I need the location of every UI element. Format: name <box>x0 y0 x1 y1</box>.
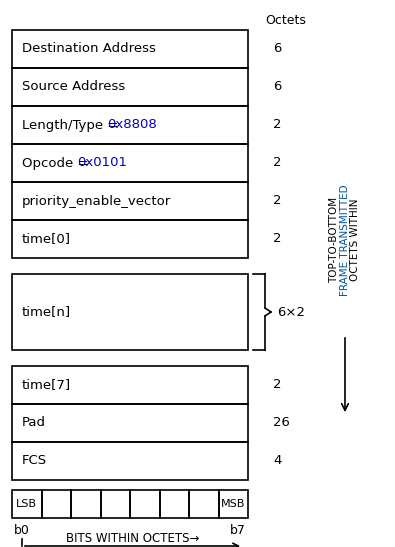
Text: time[7]: time[7] <box>22 379 71 392</box>
Text: LSB: LSB <box>16 499 37 509</box>
Bar <box>160 490 189 518</box>
Text: FRAME TRANSMITTED: FRAME TRANSMITTED <box>339 184 350 296</box>
Text: b7: b7 <box>230 524 246 537</box>
Text: 6: 6 <box>273 80 281 94</box>
Text: 2: 2 <box>273 156 282 170</box>
Bar <box>12 274 248 350</box>
Bar <box>12 30 248 68</box>
Text: Source Address: Source Address <box>22 80 125 94</box>
Text: MSB: MSB <box>221 499 245 509</box>
Bar <box>12 144 248 182</box>
Bar <box>130 490 160 518</box>
Bar <box>12 106 248 144</box>
Text: Opcode =: Opcode = <box>22 156 93 170</box>
Text: FCS: FCS <box>22 455 47 468</box>
Bar <box>12 220 248 258</box>
Bar <box>12 68 248 106</box>
Text: 2: 2 <box>273 119 282 131</box>
Text: time[n]: time[n] <box>22 306 71 318</box>
Text: Length/Type =: Length/Type = <box>22 119 122 131</box>
Bar <box>12 366 248 404</box>
Text: 4: 4 <box>273 455 281 468</box>
Text: b0: b0 <box>14 524 30 537</box>
Bar <box>218 490 248 518</box>
Bar <box>189 490 218 518</box>
Text: 6: 6 <box>273 43 281 55</box>
Bar <box>12 490 41 518</box>
Text: 6×2: 6×2 <box>277 306 305 318</box>
Text: 0x8808: 0x8808 <box>107 119 157 131</box>
Text: 0x0101: 0x0101 <box>77 156 127 170</box>
Text: 2: 2 <box>273 232 282 246</box>
Text: OCTETS WITHIN: OCTETS WITHIN <box>350 199 360 281</box>
Text: time[0]: time[0] <box>22 232 71 246</box>
Text: 2: 2 <box>273 195 282 207</box>
Text: BITS WITHIN OCTETS→: BITS WITHIN OCTETS→ <box>66 532 199 545</box>
Text: priority_enable_vector: priority_enable_vector <box>22 195 171 207</box>
Text: 2: 2 <box>273 379 282 392</box>
Text: Pad: Pad <box>22 416 46 429</box>
Text: Octets: Octets <box>265 14 306 27</box>
Bar <box>12 404 248 442</box>
Bar <box>100 490 130 518</box>
Bar <box>12 182 248 220</box>
Bar <box>12 442 248 480</box>
Text: 26: 26 <box>273 416 290 429</box>
Text: Destination Address: Destination Address <box>22 43 156 55</box>
Bar <box>71 490 100 518</box>
Bar <box>41 490 71 518</box>
Text: TOP-TO-BOTTOM: TOP-TO-BOTTOM <box>329 197 339 283</box>
